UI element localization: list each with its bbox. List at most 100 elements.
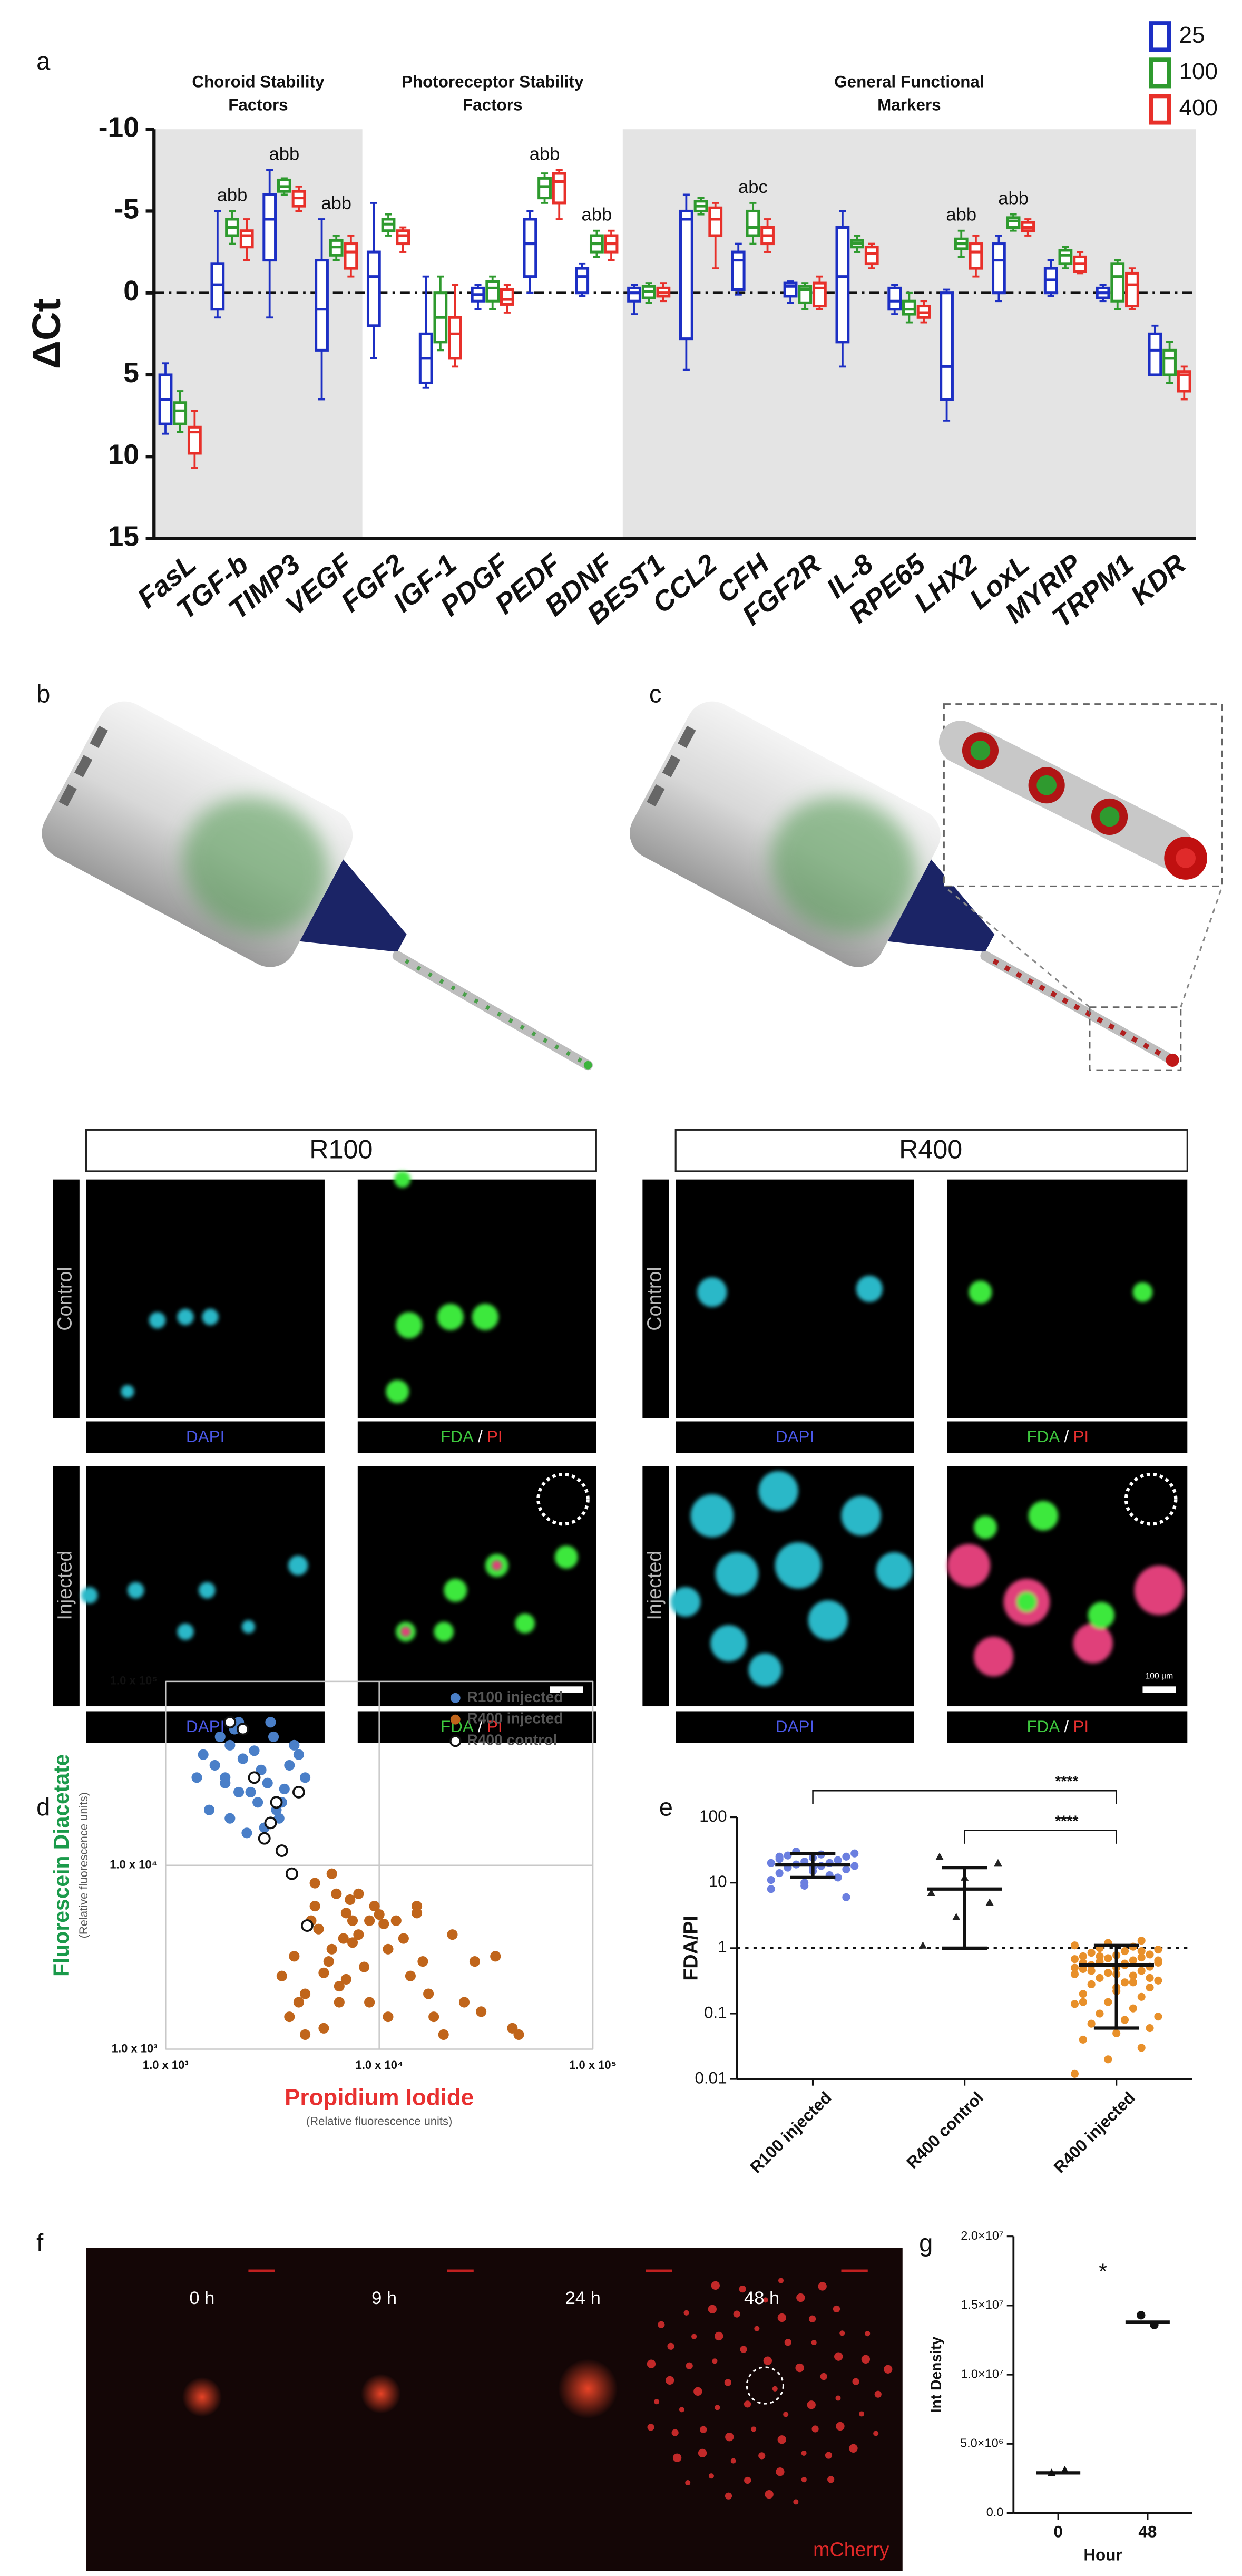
- stain-label: PI: [1073, 1717, 1089, 1736]
- significance-label: ****: [1055, 1812, 1078, 1829]
- data-point: [241, 1827, 252, 1839]
- data-point: [203, 1804, 215, 1815]
- data-point: [1096, 1974, 1104, 1982]
- data-point: [214, 1731, 226, 1742]
- legend-label: R400 injected: [467, 1710, 563, 1727]
- cell: [671, 2429, 679, 2436]
- panel-letter: c: [649, 679, 662, 707]
- cell: [765, 2490, 774, 2499]
- box: [575, 267, 590, 295]
- cell: [733, 2310, 740, 2318]
- data-point: [236, 1723, 249, 1736]
- data-point: [326, 1868, 337, 1879]
- data-point: [224, 1739, 236, 1751]
- box: [835, 226, 850, 344]
- significance-label: abb: [998, 189, 1029, 209]
- data-point: [276, 1970, 287, 1981]
- data-point: [417, 1956, 428, 1967]
- data-point: [1079, 2035, 1087, 2044]
- data-point: [935, 1852, 944, 1860]
- data-point: [233, 1786, 245, 1797]
- panel-letter: f: [36, 2229, 44, 2257]
- data-point: [469, 1956, 481, 1967]
- group-label: Factors: [228, 96, 288, 114]
- y-axis-label: ΔCt: [24, 298, 69, 369]
- data-point: [289, 1951, 300, 1962]
- data-point: [1087, 1967, 1096, 1975]
- data-point: [775, 1869, 784, 1878]
- cell: [762, 2297, 768, 2303]
- data-point: [359, 1961, 370, 1972]
- cell: [665, 2376, 674, 2385]
- x-tick-label: 1.0 x 10³: [143, 2058, 189, 2072]
- y-tick-label: 1.0 x 10³: [112, 2042, 158, 2055]
- data-point: [994, 1859, 1002, 1867]
- scale-bar-label: 100 µm: [1146, 1672, 1173, 1681]
- cell: [772, 2386, 778, 2392]
- data-point: [513, 2029, 524, 2040]
- cell: [777, 2313, 786, 2322]
- data-point: [252, 1797, 263, 1808]
- x-tick-label: 48: [1138, 2523, 1157, 2541]
- data-point: [1120, 2016, 1129, 2024]
- data-point: [374, 1909, 385, 1920]
- data-point: [383, 2011, 394, 2023]
- y-tick-label: 1.0 x 10⁴: [110, 1858, 157, 1871]
- data-point: [476, 2006, 487, 2017]
- y-tick-label: 1.0 x 10⁵: [110, 1674, 158, 1687]
- cell: [852, 2378, 859, 2385]
- significance-bracket: [812, 1790, 1117, 1804]
- x-tick-label: R400 injected: [1050, 2088, 1139, 2177]
- data-point: [412, 1901, 423, 1912]
- data-point: [1104, 1998, 1112, 2006]
- data-point: [191, 1772, 202, 1783]
- group-shade: [154, 129, 363, 539]
- cell: [730, 2458, 736, 2464]
- data-point: [270, 1796, 283, 1809]
- data-point: [927, 1889, 935, 1896]
- data-point: [1154, 1956, 1162, 1965]
- data-point: [767, 1876, 775, 1884]
- microscopy: R100 R400 Control Injected Control Injec…: [53, 1129, 1188, 1743]
- box: [187, 425, 202, 455]
- y-tick-label: 0.0: [986, 2505, 1004, 2519]
- box: [1177, 370, 1191, 393]
- timelapse-image: 0 h 9 h 24 h 48 h mCherry: [86, 2248, 903, 2571]
- cell: [715, 2331, 723, 2341]
- data-point: [353, 1888, 364, 1899]
- stain-label: DAPI: [186, 1427, 224, 1446]
- data-point: [284, 1760, 295, 1771]
- stain-label: FDA: [1026, 1427, 1060, 1446]
- stain-separator: /: [478, 1427, 483, 1446]
- data-point: [1070, 2069, 1079, 2078]
- data-point: [275, 1844, 288, 1858]
- x-tick-label: R400 control: [903, 2088, 987, 2172]
- data-point: [1112, 2029, 1121, 2037]
- stain-label: FDA: [441, 1427, 474, 1446]
- cell: [693, 2387, 702, 2396]
- y-tick-label: -5: [114, 194, 139, 225]
- significance-label: abb: [217, 185, 248, 205]
- legend-swatch: [1149, 57, 1171, 89]
- data-point: [1154, 2013, 1162, 2021]
- box: [1110, 262, 1125, 303]
- y-tick-label: -10: [99, 112, 139, 143]
- data-point: [447, 1929, 458, 1940]
- data-point: [1104, 1954, 1112, 1962]
- data-point: [800, 1881, 809, 1890]
- data-point: [248, 1771, 261, 1784]
- data-point: [1154, 1946, 1162, 1954]
- box: [1162, 348, 1177, 376]
- data-point: [1129, 1978, 1137, 1987]
- data-point: [334, 1981, 345, 1992]
- data-point: [405, 1970, 416, 1981]
- cell: [672, 2453, 682, 2462]
- data-point: [784, 1851, 792, 1860]
- data-point: [340, 1908, 351, 1919]
- cell: [724, 2379, 731, 2386]
- stain-label: FDA: [1026, 1717, 1060, 1736]
- data-point: [378, 1918, 389, 1929]
- data-point: [428, 2011, 439, 2023]
- legend-swatch: [1149, 21, 1171, 52]
- data-point: [331, 1888, 342, 1899]
